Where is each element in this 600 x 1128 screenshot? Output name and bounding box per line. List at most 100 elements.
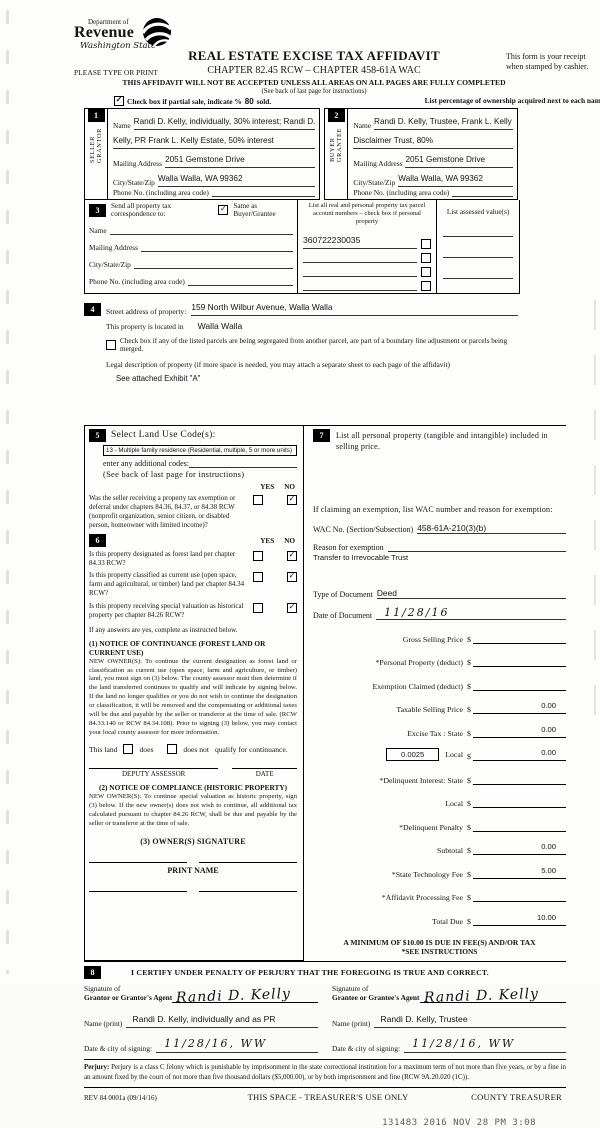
seller-name-line1[interactable]: Randi D. Kelly, individually, 30% intere… [133, 111, 316, 130]
street-address-line[interactable]: 159 North Wilbur Avenue, Walla Walla [191, 297, 518, 316]
seller-name-line2[interactable]: Kelly, PR Frank L. Kelly Estate, 50% int… [113, 130, 316, 149]
doc-type-line[interactable]: Deed [376, 587, 566, 599]
deputy-assessor-line[interactable]: DEPUTY ASSESSOR [89, 768, 219, 778]
parcel-line-4[interactable] [303, 281, 417, 291]
buyer-name-line1[interactable]: Randi D. Kelly, Trustee, Frank L. Kelly [374, 111, 513, 130]
fee-row-penalty: *Delinquent Penalty $ [313, 813, 566, 832]
grantor-date-line[interactable]: 11/28/16, WW [156, 1034, 318, 1053]
fee-row-processing-fee: *Affidavit Processing Fee $ [313, 883, 566, 903]
fee-line[interactable]: 0.00 [472, 719, 566, 738]
deferral-yes-checkbox[interactable] [253, 494, 263, 505]
fee-row-exemption: Exemption Claimed (deduct) $ [313, 672, 566, 691]
fee-value: 0.00 [541, 701, 556, 711]
partial-sale-checkbox[interactable]: ✓ [114, 96, 124, 106]
seller-name-value2: Kelly, PR Frank L. Kelly Estate, 50% int… [113, 136, 274, 145]
fee-line[interactable] [472, 672, 566, 691]
grantee-date-line[interactable]: 11/28/16, WW [404, 1034, 566, 1053]
parcel-line-2[interactable] [303, 253, 417, 263]
land-use-code-select[interactable]: 13 - Multiple family residence (Resident… [103, 444, 297, 456]
doc-date-line[interactable]: 11/28/16 [376, 606, 566, 620]
personal-property-checkbox-2[interactable] [421, 252, 431, 263]
perjury-notice: Perjury: Perjury is a class C felony whi… [84, 1058, 566, 1088]
buyer-phone-line[interactable] [452, 187, 513, 197]
corr-name-line[interactable] [109, 225, 293, 235]
historical-no-checkbox[interactable]: ✓ [287, 602, 297, 613]
form-warning: THIS AFFIDAVIT WILL NOT BE ACCEPTED UNLE… [122, 78, 506, 87]
fee-line[interactable] [472, 813, 566, 832]
grantor-print-line[interactable]: Randi D. Kelly, individually and as PR [126, 1009, 318, 1028]
wac-label: WAC No. (Section/Subsection) [313, 524, 414, 534]
legal-description-label: Legal description of property (if more s… [106, 359, 450, 369]
corr-city-line[interactable] [133, 259, 293, 269]
doc-type-value: Deed [376, 587, 397, 598]
fee-line[interactable]: 10.00 [472, 907, 566, 926]
current-use-yes-checkbox[interactable] [253, 572, 263, 583]
parcel-numbers-header: List all real and personal property tax … [308, 202, 426, 225]
fee-line[interactable]: 0.00 [472, 742, 566, 762]
located-in-value[interactable]: Walla Walla [197, 320, 243, 331]
section-1-number: 1 [87, 109, 105, 122]
print-name-line-1[interactable] [89, 890, 187, 892]
grantee-side-label: GRANTEE [336, 128, 344, 163]
does-not-qualify-checkbox[interactable] [167, 744, 178, 755]
fee-value [556, 889, 566, 898]
same-as-buyer-checkbox[interactable]: ✓ [218, 205, 229, 215]
grantee-signature-line[interactable]: Randi D. Kelly [419, 982, 566, 1006]
seller-phone-line[interactable] [211, 187, 316, 197]
fee-label: Excise Tax : State [407, 728, 463, 738]
parcel-line-1[interactable]: 360722230035 [303, 230, 417, 249]
wac-line[interactable]: 458-61A-210(3)(b) [417, 523, 566, 534]
tax-correspondence-section: 3 Send all property tax correspondence t… [84, 200, 520, 294]
fee-line[interactable] [472, 883, 566, 903]
fee-line[interactable] [472, 648, 566, 668]
grantee-print-line[interactable]: Randi D. Kelly, Trustee [374, 1009, 566, 1028]
fee-value: 5.00 [541, 865, 556, 875]
buyer-mailing-line[interactable]: 2051 Gemstone Drive [405, 149, 513, 168]
yes-header: YES [260, 482, 275, 491]
seller-name-label: Name [113, 121, 131, 130]
corr-phone-line[interactable] [187, 276, 293, 286]
assessor-date-line[interactable]: DATE [232, 768, 297, 778]
assessed-line-1[interactable] [443, 227, 513, 237]
forest-no-checkbox[interactable]: ✓ [287, 551, 297, 562]
form-subtitle: CHAPTER 82.45 RCW – CHAPTER 458-61A WAC [207, 65, 421, 76]
notice-compliance-body: NEW OWNER(S): To continue special valuat… [89, 793, 297, 827]
see-back-instructions: (See back of last page for instructions) [103, 469, 245, 479]
historical-question: Is this property receiving special valua… [89, 601, 244, 619]
does-label: does [139, 744, 154, 754]
corr-mailing-line[interactable] [141, 242, 293, 252]
segregated-checkbox[interactable] [106, 339, 116, 350]
historical-yes-checkbox[interactable] [253, 602, 263, 613]
personal-property-checkbox-3[interactable] [421, 266, 431, 277]
fee-line[interactable] [472, 625, 566, 644]
fee-line[interactable] [472, 789, 566, 809]
assessed-line-2[interactable] [443, 248, 513, 258]
seller-mailing-line[interactable]: 2051 Gemstone Drive [165, 149, 316, 168]
see-instructions-note: *SEE INSTRUCTIONS [401, 946, 478, 956]
personal-property-checkbox-4[interactable] [421, 280, 431, 291]
does-qualify-checkbox[interactable] [123, 744, 134, 755]
owner-signature-line-2[interactable] [199, 861, 297, 863]
partial-sale-percent[interactable]: 80 [244, 96, 254, 106]
forest-yes-checkbox[interactable] [253, 551, 263, 562]
seller-city-line[interactable]: Walla Walla, WA 99362 [157, 168, 316, 187]
owner-signature-line-1[interactable] [89, 861, 187, 863]
assessed-line-3[interactable] [443, 269, 513, 279]
grantor-print-label: Name (print) [84, 1018, 123, 1028]
fee-line[interactable]: 0.00 [472, 836, 566, 856]
personal-property-checkbox-1[interactable] [421, 238, 431, 249]
parcel-line-3[interactable] [303, 267, 417, 277]
deferral-no-checkbox[interactable]: ✓ [287, 494, 297, 505]
grantor-signature-line[interactable]: Randi D. Kelly [172, 982, 318, 1006]
notice-continuance-title: (1) NOTICE OF CONTINUANCE (FOREST LAND O… [89, 638, 266, 657]
additional-codes-line[interactable] [188, 458, 297, 468]
reason-line[interactable] [387, 542, 566, 552]
buyer-city-line[interactable]: Walla Walla, WA 99362 [398, 168, 513, 187]
grantee-date-value: 11/28/16, WW [412, 1036, 516, 1050]
buyer-name-line2[interactable]: Disclaimer Trust, 80% [353, 130, 513, 149]
fee-line[interactable] [472, 766, 566, 785]
print-name-line-2[interactable] [199, 890, 297, 892]
current-use-no-checkbox[interactable]: ✓ [287, 572, 297, 583]
fee-line[interactable]: 5.00 [472, 860, 566, 879]
fee-line[interactable]: 0.00 [472, 695, 566, 715]
